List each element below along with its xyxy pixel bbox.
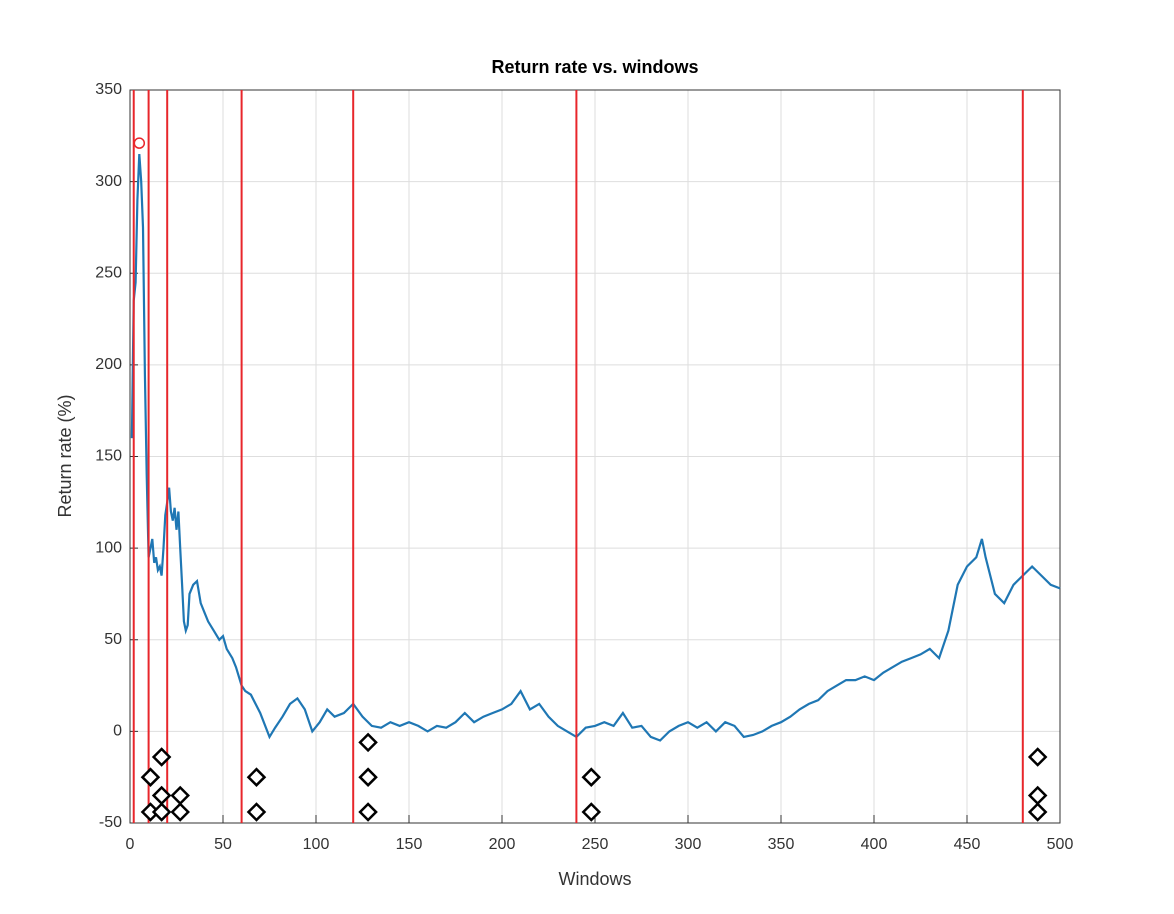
x-tick-label: 0	[126, 836, 135, 853]
x-tick-label: 50	[214, 836, 232, 853]
data-line	[130, 154, 1061, 742]
max-marker	[133, 137, 146, 149]
diamond-marker	[170, 802, 190, 822]
axes-box	[129, 89, 1061, 824]
diamond-marker	[246, 802, 267, 822]
y-axis-label: Return rate (%)	[55, 394, 75, 517]
x-tick-label: 500	[1047, 836, 1074, 853]
diamond-marker	[358, 732, 378, 753]
diamond-marker	[358, 767, 378, 787]
y-tick-label: 0	[113, 723, 122, 740]
y-tick-label: 100	[95, 539, 122, 556]
x-tick-label: 400	[861, 836, 888, 853]
diamond-marker	[358, 802, 378, 822]
x-tick-label: 200	[489, 836, 516, 853]
y-tick-label: 150	[95, 448, 122, 465]
diamond-marker	[581, 802, 602, 822]
y-tick-label: 200	[95, 356, 122, 373]
chart-title: Return rate vs. windows	[491, 57, 698, 77]
diamond-marker	[581, 767, 602, 787]
diamond-marker	[140, 767, 161, 787]
diamond-marker	[151, 802, 172, 822]
y-tick-label: 250	[95, 264, 122, 281]
diamond-marker	[246, 767, 267, 787]
x-tick-label: 150	[396, 836, 423, 853]
diamond-marker	[151, 747, 172, 767]
y-tick-label: 300	[95, 173, 122, 190]
x-axis-label: Windows	[558, 869, 631, 889]
diamond-marker	[1027, 747, 1048, 767]
x-tick-label: 250	[582, 836, 609, 853]
y-tick-label: 350	[95, 81, 122, 98]
x-tick-label: 450	[954, 836, 981, 853]
x-tick-label: 350	[768, 836, 795, 853]
x-tick-label: 300	[675, 836, 702, 853]
y-tick-label: -50	[99, 814, 122, 831]
y-tick-label: 50	[104, 631, 122, 648]
x-tick-label: 100	[303, 836, 330, 853]
diamond-marker	[1027, 802, 1048, 822]
